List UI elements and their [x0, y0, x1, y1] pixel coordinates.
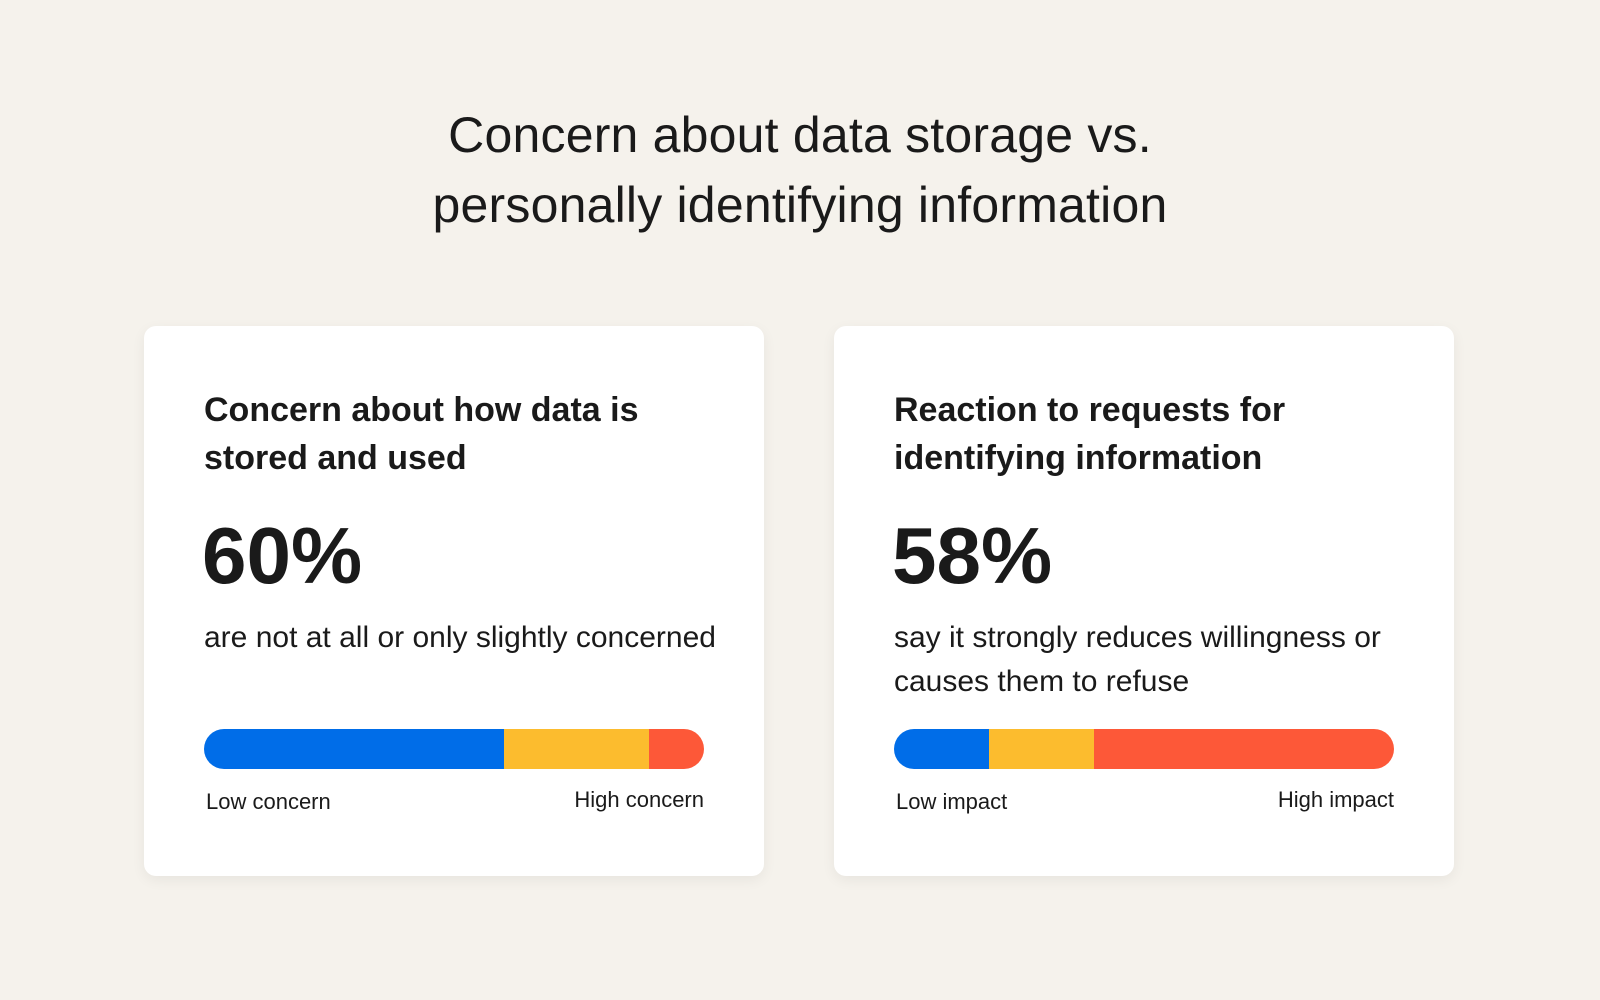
stacked-bar — [204, 729, 704, 769]
page-title: Concern about data storage vs. personall… — [0, 100, 1600, 240]
card-title: Concern about how data is stored and use… — [204, 391, 639, 477]
stat-card-data-storage: Concern about how data is stored and use… — [144, 326, 764, 876]
bar-segment-low — [894, 729, 989, 769]
stacked-bar — [894, 729, 1394, 769]
scale-low-label: Low impact — [896, 789, 1008, 814]
bar-segment-mid — [504, 729, 649, 769]
page-title-line-1: Concern about data storage vs. — [448, 107, 1152, 163]
stat-card-identifying-info: Reaction to requests for identifying inf… — [834, 326, 1454, 876]
card-title: Reaction to requests for identifying inf… — [894, 391, 1286, 477]
bar-segment-high — [1094, 729, 1394, 769]
bar-segment-high — [649, 729, 704, 769]
scale-high-label: High impact — [1277, 787, 1394, 812]
scale-low-label: Low concern — [206, 789, 331, 814]
bar-segment-low — [204, 729, 504, 769]
scale-high-label: High concern — [574, 787, 704, 812]
card-stat-value: 58% — [892, 511, 1053, 600]
bar-segment-mid — [989, 729, 1094, 769]
page-title-line-2: personally identifying information — [432, 177, 1168, 233]
card-stat-value: 60% — [202, 511, 363, 600]
card-stat-description: are not at all or only slightly concerne… — [204, 621, 716, 654]
card-stat-description: say it strongly reduces willingness or c… — [894, 621, 1381, 698]
